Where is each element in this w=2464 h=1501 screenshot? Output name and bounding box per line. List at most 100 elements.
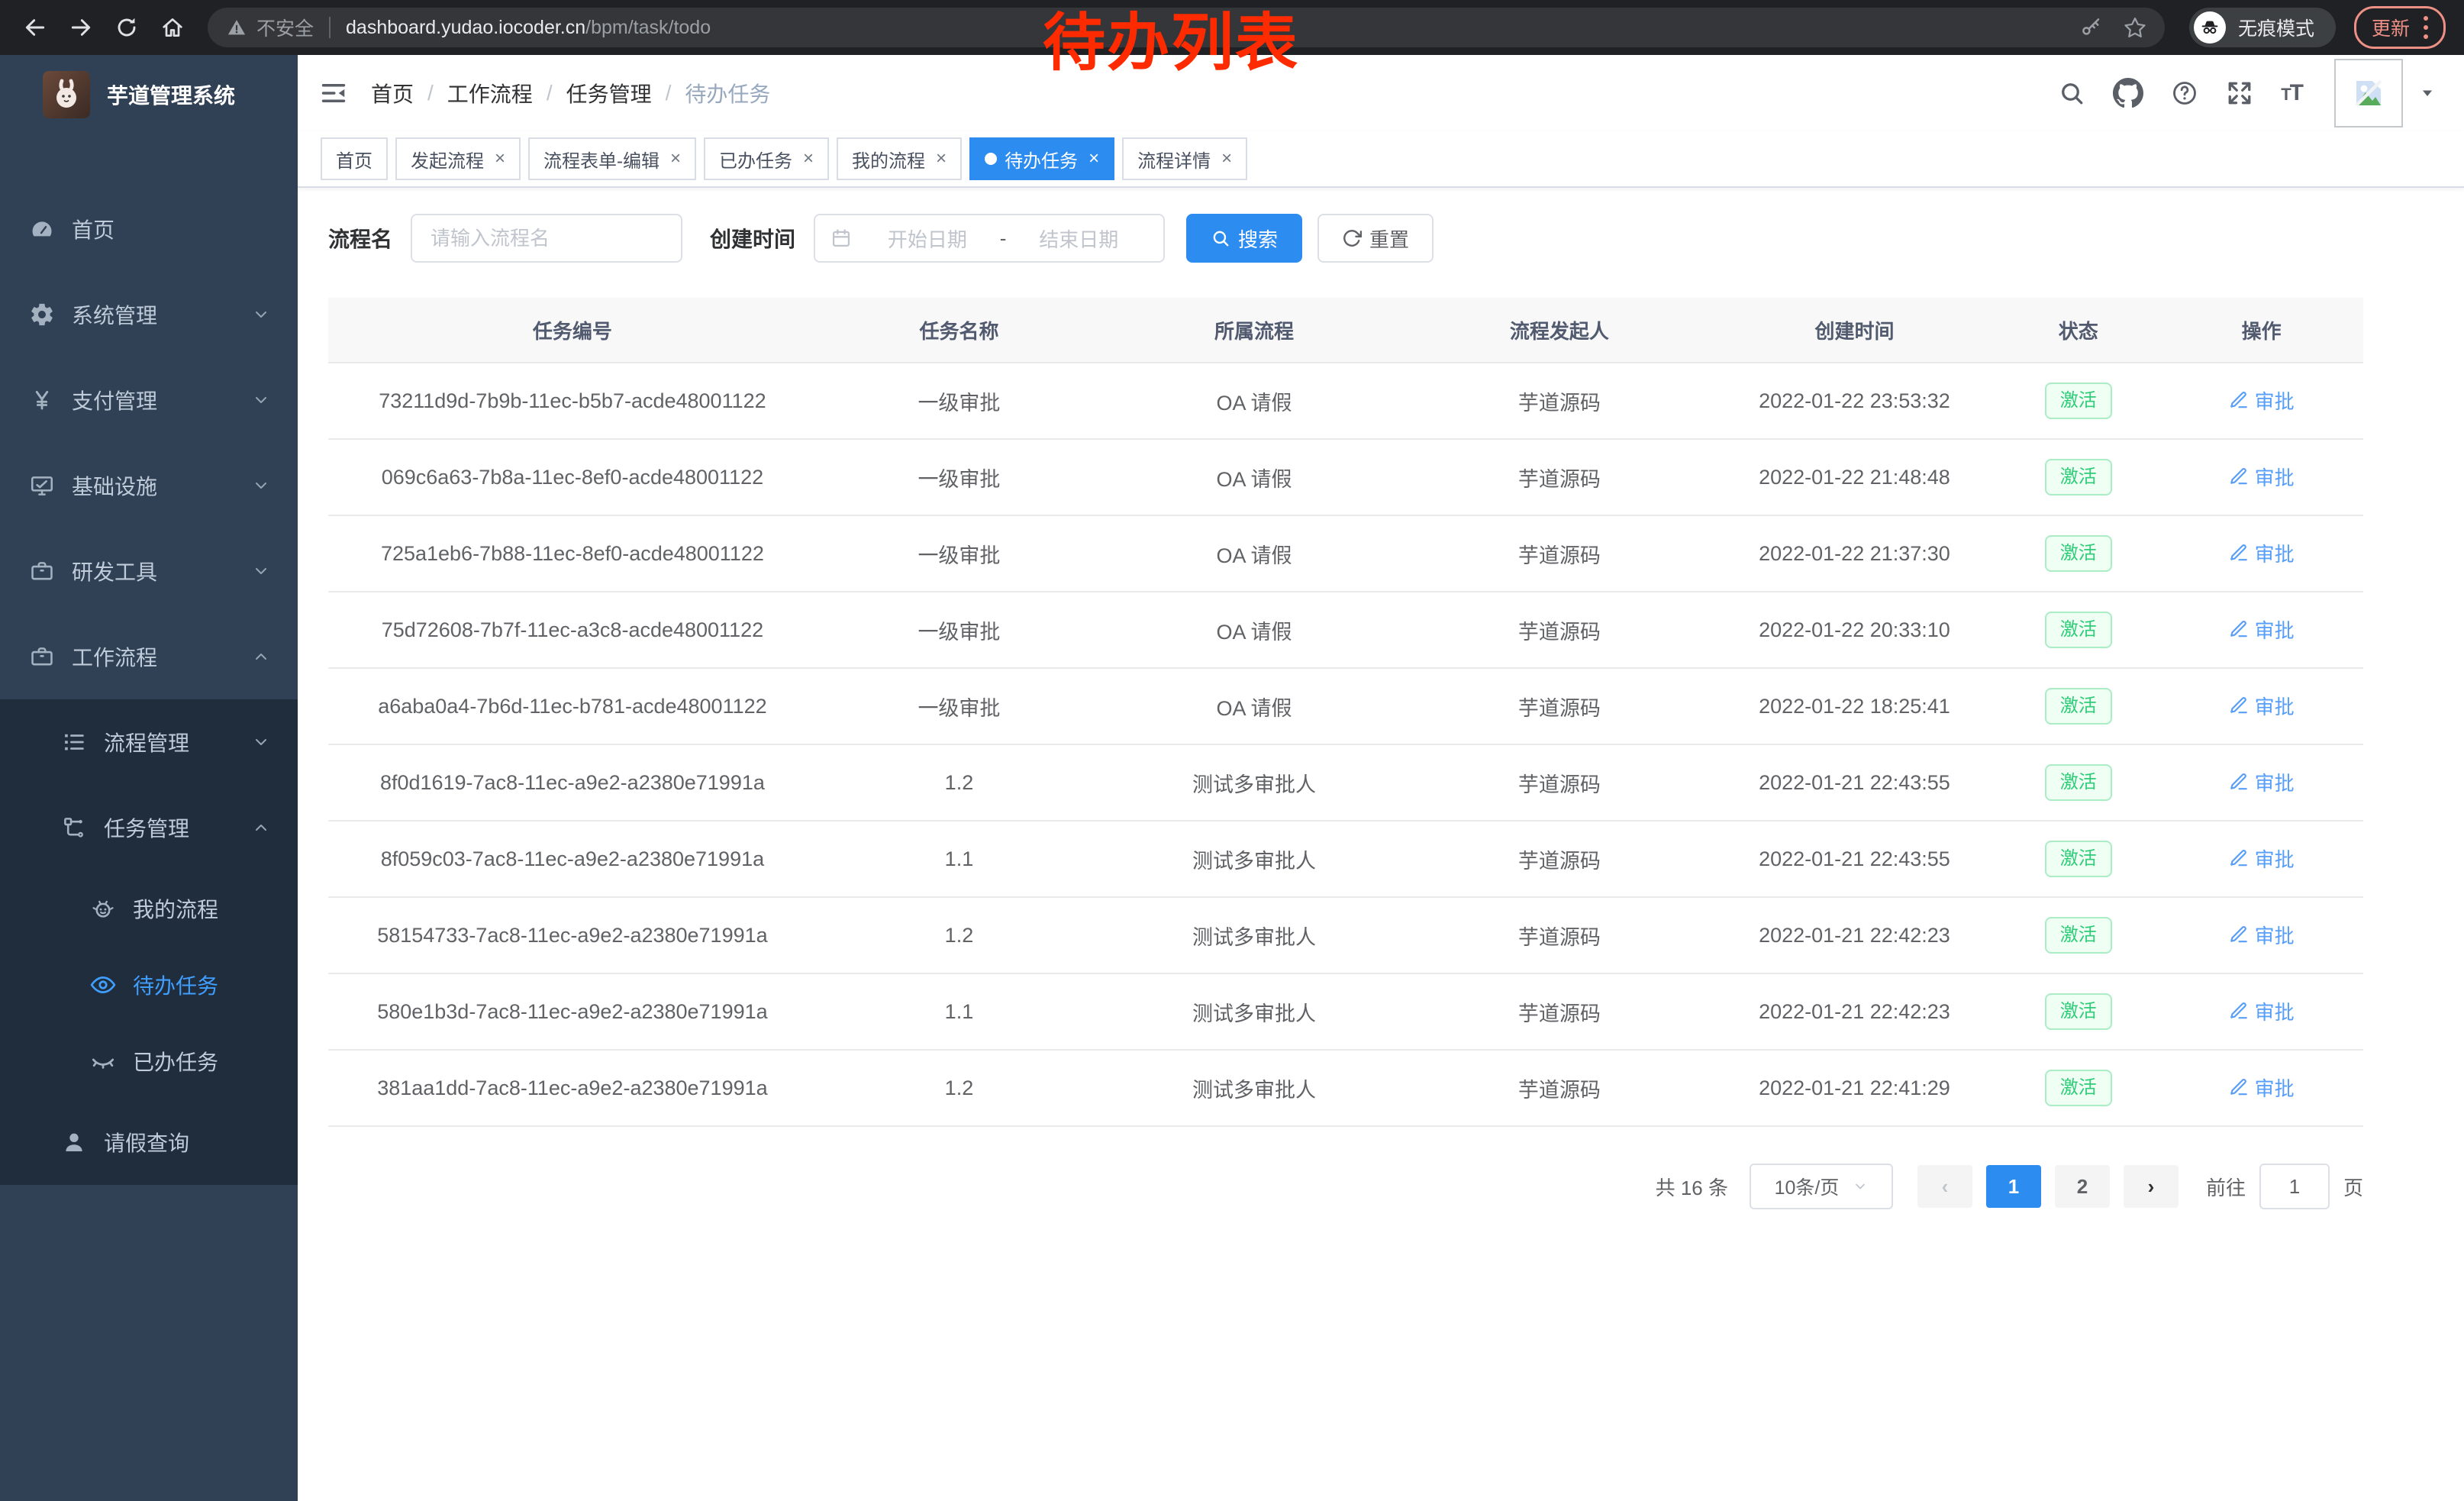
chevron-down-icon (1853, 1179, 1868, 1194)
not-secure-label[interactable]: 不安全 (256, 18, 314, 40)
password-key-icon[interactable] (2079, 16, 2102, 39)
search-icon[interactable] (2058, 79, 2085, 107)
approve-link[interactable]: 审批 (2229, 386, 2295, 415)
font-size-icon[interactable]: TT (2281, 80, 2304, 105)
browser-menu-icon[interactable] (2424, 14, 2428, 41)
sidebar-item-leave-query[interactable]: 请假查询 (0, 1099, 298, 1185)
process-name-input[interactable] (411, 214, 683, 263)
approve-link[interactable]: 审批 (2229, 768, 2295, 796)
tab-home[interactable]: 首页 (321, 137, 388, 180)
close-icon[interactable]: × (670, 148, 682, 169)
approve-link[interactable]: 审批 (2229, 844, 2295, 873)
breadcrumb-task-mgmt[interactable]: 任务管理 (566, 82, 652, 106)
date-range-input[interactable]: 开始日期 - 结束日期 (814, 214, 1166, 263)
sidebar-item-process-mgmt[interactable]: 流程管理 (0, 699, 298, 785)
tab-done-tasks[interactable]: 已办任务 × (704, 137, 830, 180)
tab-process-detail[interactable]: 流程详情 × (1122, 137, 1248, 180)
address-bar[interactable]: 不安全 dashboard.yudao.iocoder.cn/bpm/task/… (208, 8, 2165, 47)
cell-task-name: 一级审批 (816, 592, 1102, 669)
create-time-label: 创建时间 (710, 228, 796, 251)
sidebar-item-task-mgmt[interactable]: 任务管理 (0, 785, 298, 870)
col-task-name: 任务名称 (816, 298, 1102, 363)
browser-back-icon[interactable] (23, 15, 47, 40)
page-button-1[interactable]: 1 (1985, 1165, 2041, 1208)
approve-link[interactable]: 审批 (2229, 921, 2295, 949)
status-badge: 激活 (2044, 535, 2112, 572)
col-starter: 流程发起人 (1406, 298, 1712, 363)
browser-forward-icon[interactable] (69, 15, 93, 40)
breadcrumb-current: 待办任务 (685, 82, 771, 106)
tab-form-edit[interactable]: 流程表单-编辑 × (528, 137, 697, 180)
approve-link[interactable]: 审批 (2229, 1073, 2295, 1102)
browser-update-button[interactable]: 更新 (2353, 6, 2446, 49)
pencil-icon (2229, 1077, 2249, 1097)
approve-link[interactable]: 审批 (2229, 692, 2295, 720)
goto-page-input[interactable] (2259, 1164, 2330, 1209)
search-icon (1211, 228, 1230, 248)
tab-my-process[interactable]: 我的流程 × (837, 137, 963, 180)
eye-off-icon (90, 1048, 116, 1074)
goto-label: 前往 (2205, 1176, 2246, 1199)
close-icon[interactable]: × (495, 148, 506, 169)
tags-view: 首页 发起流程 × 流程表单-编辑 × 已办任务 × 我的流程 × 待办任务 × 流程详情… (298, 131, 2464, 188)
close-icon[interactable]: × (936, 148, 947, 169)
chevron-down-icon (252, 305, 270, 324)
fullscreen-icon[interactable] (2226, 79, 2253, 107)
sidebar-item-my-process[interactable]: 我的流程 (0, 870, 298, 947)
next-page-button[interactable]: › (2123, 1165, 2179, 1208)
bookmark-star-icon[interactable] (2124, 16, 2146, 39)
approve-link[interactable]: 审批 (2229, 463, 2295, 491)
status-badge: 激活 (2044, 612, 2112, 648)
sidebar-item-todo-tasks[interactable]: 待办任务 (0, 947, 298, 1023)
sidebar-item-system[interactable]: 系统管理 (0, 272, 298, 357)
sidebar-collapse-icon[interactable] (319, 79, 348, 108)
cell-process: OA 请假 (1101, 668, 1407, 745)
search-button[interactable]: 搜索 (1186, 214, 1303, 263)
avatar-caret-icon[interactable] (2418, 84, 2437, 102)
close-icon[interactable]: × (1221, 148, 1233, 169)
page-button-2[interactable]: 2 (2054, 1165, 2110, 1208)
reset-button[interactable]: 重置 (1317, 214, 1434, 263)
browser-home-icon[interactable] (160, 15, 185, 40)
browser-toolbar: 不安全 dashboard.yudao.iocoder.cn/bpm/task/… (0, 0, 2464, 55)
close-icon[interactable]: × (803, 148, 814, 169)
sidebar-item-devtools[interactable]: 研发工具 (0, 528, 298, 614)
github-icon[interactable] (2113, 78, 2143, 108)
approve-link[interactable]: 审批 (2229, 539, 2295, 567)
close-icon[interactable]: × (1088, 148, 1100, 169)
help-icon[interactable] (2171, 79, 2198, 107)
status-badge: 激活 (2044, 459, 2112, 495)
approve-link[interactable]: 审批 (2229, 615, 2295, 644)
cell-created: 2022-01-22 20:33:10 (1711, 592, 1998, 669)
incognito-label: 无痕模式 (2237, 18, 2314, 40)
status-badge: 激活 (2044, 1070, 2112, 1106)
table-row: 580e1b3d-7ac8-11ec-a9e2-a2380e71991a 1.1… (328, 973, 2363, 1051)
col-created: 创建时间 (1711, 298, 1998, 363)
col-status: 状态 (1997, 298, 2160, 363)
tab-start-process[interactable]: 发起流程 × (395, 137, 521, 180)
page-size-select[interactable]: 10条/页 (1749, 1164, 1893, 1209)
cell-process: OA 请假 (1101, 592, 1407, 669)
cell-task-name: 一级审批 (816, 668, 1102, 745)
sidebar-item-workflow[interactable]: 工作流程 (0, 614, 298, 699)
breadcrumb-workflow[interactable]: 工作流程 (447, 82, 533, 106)
sidebar-item-home[interactable]: 首页 (0, 186, 298, 272)
avatar[interactable] (2334, 59, 2403, 128)
cell-task-id: 725a1eb6-7b88-11ec-8ef0-acde48001122 (328, 515, 817, 592)
approve-link[interactable]: 审批 (2229, 997, 2295, 1025)
goto-page: 前往 页 (2206, 1164, 2363, 1209)
cell-created: 2022-01-21 22:42:23 (1711, 973, 1998, 1051)
table-header-row: 任务编号 任务名称 所属流程 流程发起人 创建时间 状态 操作 (328, 298, 2363, 363)
col-actions: 操作 (2159, 298, 2363, 363)
status-badge: 激活 (2044, 993, 2112, 1030)
table-row: 725a1eb6-7b88-11ec-8ef0-acde48001122 一级审… (328, 515, 2363, 592)
tab-todo-tasks[interactable]: 待办任务 × (969, 137, 1115, 180)
sidebar-item-payment[interactable]: 支付管理 (0, 357, 298, 443)
prev-page-button[interactable]: ‹ (1917, 1165, 1972, 1208)
breadcrumb-home[interactable]: 首页 (371, 82, 414, 106)
update-label[interactable]: 更新 (2371, 18, 2410, 40)
sidebar-item-done-tasks[interactable]: 已办任务 (0, 1023, 298, 1099)
sidebar-item-infra[interactable]: 基础设施 (0, 443, 298, 528)
not-secure-warning-icon (226, 17, 247, 38)
browser-reload-icon[interactable] (114, 15, 139, 40)
